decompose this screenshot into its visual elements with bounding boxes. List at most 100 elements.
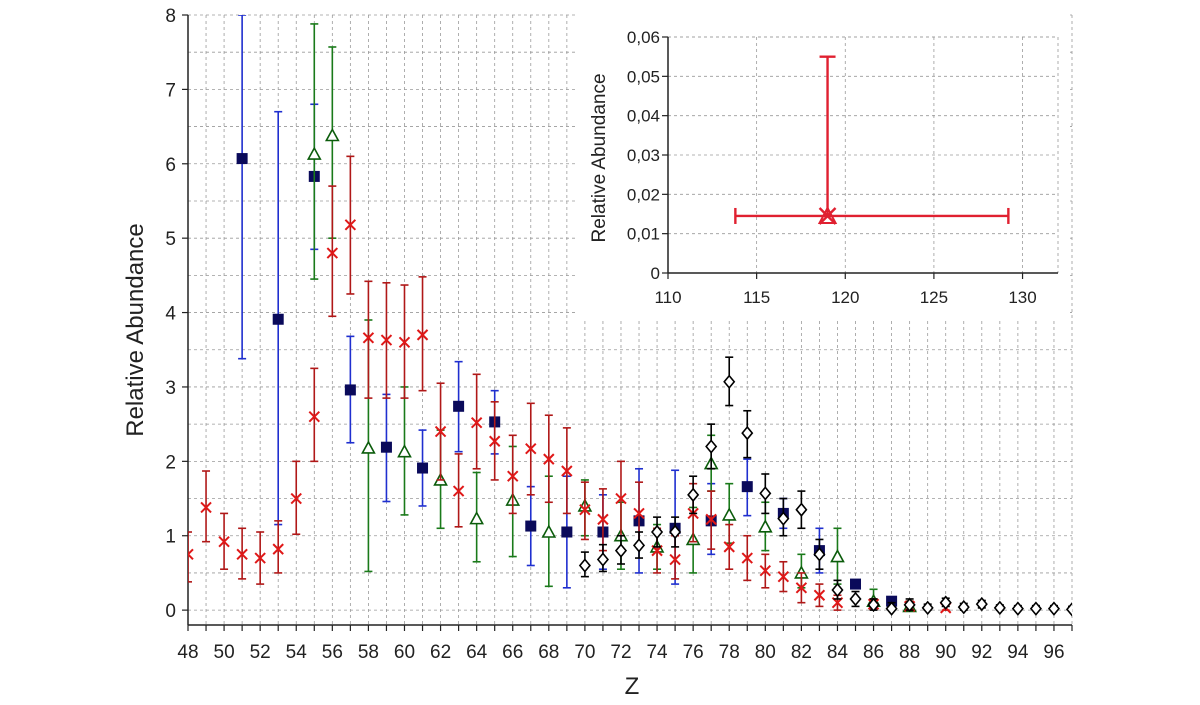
triangle-marker xyxy=(306,146,322,160)
x-tick-label: 90 xyxy=(935,642,956,663)
x-tick-label: 68 xyxy=(538,642,559,663)
triangle-marker xyxy=(721,507,737,521)
cross-marker xyxy=(615,492,627,505)
cross-marker xyxy=(290,492,302,505)
x-tick-label: 60 xyxy=(394,642,415,663)
x-tick-label: 72 xyxy=(610,642,631,663)
data-point xyxy=(723,523,735,571)
triangle-marker xyxy=(757,519,773,533)
diamond-marker xyxy=(975,596,988,612)
triangle-marker xyxy=(469,510,485,525)
data-point xyxy=(453,360,465,453)
inset-background xyxy=(578,10,1070,320)
cross-marker xyxy=(188,552,194,561)
diamond-marker xyxy=(903,597,916,613)
cross-marker xyxy=(759,564,772,577)
data-series-cross xyxy=(188,155,952,614)
cross-marker xyxy=(795,582,808,594)
inset-y-tick-label: 0,05 xyxy=(627,67,660,86)
x-tick-label: 66 xyxy=(502,642,523,663)
inset-triangle-marker xyxy=(817,205,838,224)
inset-x-tick-label: 120 xyxy=(831,288,859,307)
y-tick-label: 2 xyxy=(165,452,176,473)
diamond-marker xyxy=(578,558,591,573)
square-marker xyxy=(380,441,392,453)
main-axes xyxy=(182,14,1073,631)
cross-marker xyxy=(723,541,735,553)
data-point xyxy=(813,538,826,571)
data-point xyxy=(723,356,736,407)
data-point xyxy=(308,367,320,463)
diamond-marker xyxy=(687,487,700,503)
x-tick-label: 62 xyxy=(430,642,451,663)
square-marker xyxy=(236,153,248,165)
data-point xyxy=(362,280,375,399)
square-marker xyxy=(272,313,284,325)
data-point xyxy=(397,386,412,516)
diamond-marker xyxy=(1047,601,1061,616)
x-tick-label: 76 xyxy=(683,642,704,663)
diamond-marker xyxy=(993,600,1006,616)
data-point xyxy=(416,276,429,392)
data-point xyxy=(398,284,411,399)
diamond-marker xyxy=(596,552,609,567)
data-point xyxy=(1029,601,1042,616)
diamond-marker xyxy=(957,599,970,615)
cross-marker xyxy=(236,548,248,561)
cross-marker xyxy=(507,470,519,482)
data-point xyxy=(525,402,537,496)
triangle-marker xyxy=(830,548,845,563)
main-series xyxy=(188,15,1072,617)
data-point xyxy=(993,600,1006,616)
cross-marker xyxy=(777,570,790,583)
x-tick-label: 64 xyxy=(466,642,488,663)
x-tick-label: 74 xyxy=(646,642,668,663)
cross-marker xyxy=(741,552,753,564)
cross-marker xyxy=(218,535,230,548)
data-point xyxy=(741,409,754,459)
square-marker xyxy=(850,578,862,590)
data-point xyxy=(632,531,646,559)
triangle-marker xyxy=(541,524,557,538)
data-point xyxy=(417,429,429,507)
data-point xyxy=(741,534,753,582)
data-point xyxy=(469,471,485,563)
inset-y-tick-label: 0,02 xyxy=(627,185,660,204)
data-point xyxy=(705,490,717,550)
diamond-marker xyxy=(777,511,790,526)
diamond-marker xyxy=(741,425,754,441)
y-tick-label: 3 xyxy=(165,378,176,399)
data-point xyxy=(254,531,266,585)
data-point xyxy=(813,583,826,608)
x-tick-label: 96 xyxy=(1043,642,1064,663)
cross-marker xyxy=(200,501,212,514)
data-point xyxy=(921,600,934,616)
data-point xyxy=(596,543,609,573)
data-point xyxy=(306,23,322,280)
cross-marker xyxy=(254,552,266,564)
x-tick-label: 52 xyxy=(250,642,271,663)
y-tick-label: 8 xyxy=(165,6,176,27)
data-point xyxy=(741,458,753,517)
diamond-marker xyxy=(1029,601,1042,616)
x-tick-label: 84 xyxy=(827,642,849,663)
cross-marker xyxy=(579,503,591,516)
inset-data-point xyxy=(734,55,1010,225)
data-point xyxy=(759,473,772,515)
y-tick-label: 4 xyxy=(165,304,176,325)
diamond-marker xyxy=(632,538,646,553)
data-point xyxy=(957,599,970,615)
data-point xyxy=(452,453,465,528)
diamond-marker xyxy=(651,524,664,540)
cross-marker xyxy=(525,442,537,455)
y-tick-label: 1 xyxy=(165,527,176,548)
data-point xyxy=(849,590,862,608)
y-tick-label: 6 xyxy=(165,155,176,176)
data-point xyxy=(188,531,194,583)
diamond-marker xyxy=(831,582,844,598)
cross-marker xyxy=(705,513,717,526)
triangle-marker xyxy=(361,440,376,454)
data-point xyxy=(200,470,212,543)
data-point xyxy=(434,382,447,481)
